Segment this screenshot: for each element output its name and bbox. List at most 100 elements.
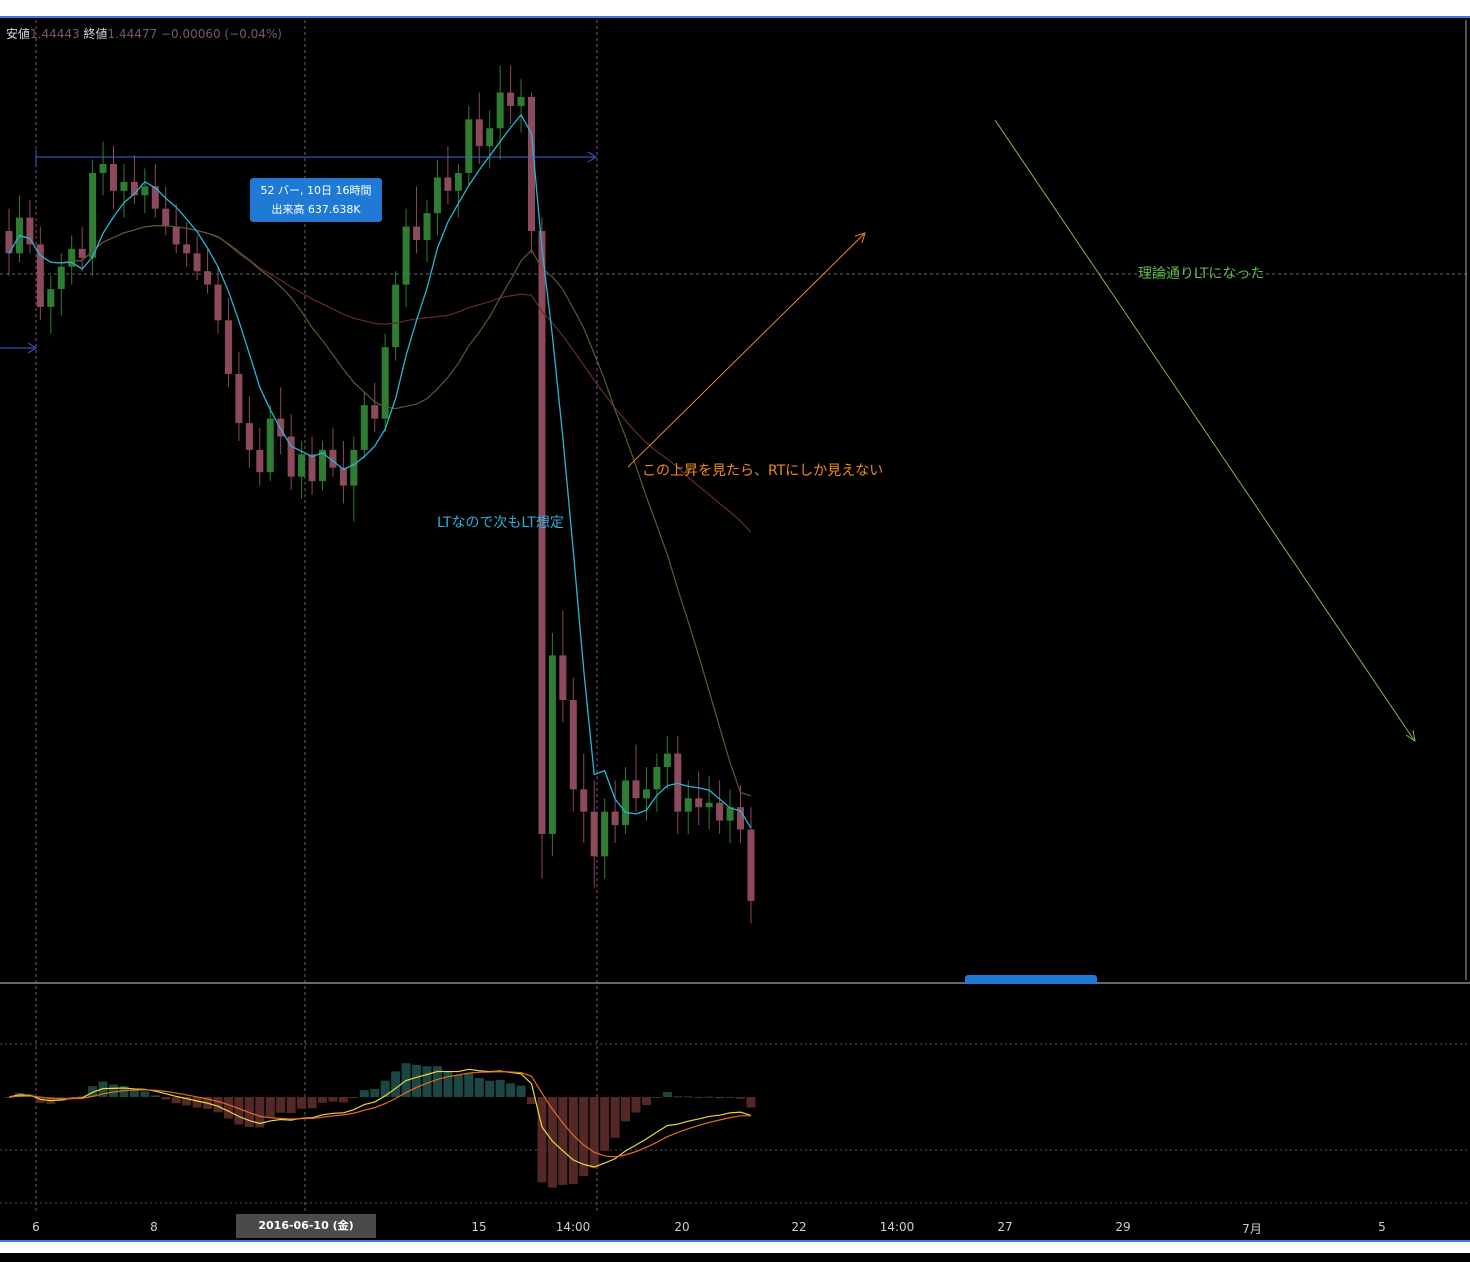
x-tick-label: 14:00 — [879, 1220, 915, 1234]
macd-histogram-bar — [631, 1097, 641, 1113]
ma-fast-line — [8, 113, 752, 829]
macd-histogram-bar — [359, 1090, 369, 1097]
change-value: −0.00060 (−0.04%) — [160, 27, 282, 41]
candle-body — [433, 177, 441, 214]
candle-body — [298, 454, 306, 477]
candle-body — [266, 418, 274, 473]
candle-body — [580, 789, 588, 812]
candle-body — [371, 405, 379, 419]
candle-body — [517, 97, 525, 106]
macd-histogram-bar — [328, 1097, 338, 1102]
macd-histogram-bar — [736, 1097, 745, 1099]
macd-histogram-bar — [527, 1097, 536, 1104]
low-label: 安値 — [6, 27, 31, 41]
candle-body — [162, 208, 170, 227]
candle-body — [68, 248, 76, 267]
price-chart[interactable] — [0, 18, 1470, 1240]
macd-histogram-bar — [140, 1091, 150, 1097]
candle-body — [89, 172, 97, 258]
macd-histogram-bar — [318, 1097, 327, 1103]
macd-histogram-bar — [589, 1097, 599, 1169]
candle-body — [120, 181, 128, 191]
macd-histogram-bar — [276, 1097, 286, 1113]
macd-histogram-bar — [171, 1097, 181, 1104]
candle-body — [642, 789, 650, 799]
macd-histogram-bar — [307, 1097, 317, 1109]
macd-histogram-bar — [98, 1081, 108, 1097]
macd-histogram-bar — [286, 1097, 296, 1114]
macd-histogram-bar — [35, 1097, 45, 1103]
candle-body — [695, 798, 703, 808]
macd-histogram-bar — [746, 1097, 756, 1108]
macd-histogram-bar — [568, 1097, 578, 1185]
candle-body — [392, 284, 400, 348]
candle-body — [507, 92, 515, 106]
candle-body — [444, 177, 452, 191]
candle-body — [110, 164, 117, 191]
macd-histogram-bar — [213, 1097, 223, 1113]
x-tick-label: 29 — [1115, 1220, 1131, 1234]
measure-tooltip: 52 バー, 10日 16時間 出来高 637.638K — [250, 178, 382, 222]
macd-histogram-bar — [67, 1097, 77, 1098]
candle-body — [47, 289, 55, 307]
macd-histogram-bar — [547, 1097, 557, 1188]
macd-histogram-bar — [683, 1096, 693, 1098]
top-toolbar — [0, 0, 1470, 18]
macd-histogram-bar — [265, 1097, 275, 1118]
candle-body — [287, 436, 295, 477]
measure-arrowhead — [587, 151, 597, 163]
macd-histogram-bar — [579, 1097, 589, 1177]
candle-body — [475, 119, 483, 147]
ma-mid-line — [8, 225, 752, 797]
candle-body — [674, 753, 682, 812]
macd-histogram-bar — [464, 1072, 474, 1097]
candle-body — [622, 780, 630, 826]
macd-histogram-bar — [370, 1088, 380, 1097]
candle-body — [538, 231, 546, 834]
macd-histogram-bar — [610, 1097, 620, 1138]
candle-body — [465, 119, 473, 173]
candle-body — [26, 217, 34, 245]
macd-histogram-bar — [600, 1097, 610, 1151]
measure-volume: 出来高 637.638K — [271, 203, 361, 216]
candle-body — [663, 753, 671, 767]
macd-histogram-bar — [88, 1086, 98, 1097]
macd-histogram-bar — [474, 1078, 484, 1097]
macd-histogram-bar — [725, 1096, 735, 1098]
candle-body — [256, 449, 264, 473]
macd-histogram-bar — [182, 1097, 192, 1106]
macd-histogram-bar — [673, 1096, 683, 1098]
candle-body — [130, 181, 138, 196]
macd-histogram-bar — [621, 1097, 631, 1122]
bottom-toolbar — [0, 1240, 1470, 1253]
low-value: 1.44443 — [30, 27, 80, 41]
lt-trend-arrow — [994, 119, 1415, 741]
x-tick-label: 22 — [791, 1220, 807, 1234]
candle-body — [454, 172, 462, 191]
candle-body — [245, 423, 253, 450]
candle-body — [224, 320, 232, 374]
macd-line — [8, 1068, 752, 1168]
candle-body — [737, 807, 744, 830]
candle-body — [590, 811, 598, 857]
candle-body — [204, 271, 212, 285]
x-tick-label: 27 — [997, 1220, 1013, 1234]
range-arrowhead — [27, 342, 37, 354]
macd-histogram-bar — [516, 1085, 526, 1097]
crosshair-date-label: 2016-06-10 (金) 10:00 — [236, 1214, 376, 1256]
candle-body — [413, 226, 421, 240]
macd-histogram-bar — [715, 1097, 725, 1099]
candle-body — [705, 802, 713, 808]
candle-body — [99, 164, 107, 173]
macd-histogram-bar — [297, 1097, 307, 1109]
candle-body — [611, 811, 619, 826]
candle-body — [486, 128, 494, 147]
candle-body — [496, 92, 504, 129]
candle-body — [214, 284, 222, 321]
candle-body — [402, 226, 410, 285]
candle-body — [684, 798, 692, 812]
x-tick-label: 7月 — [1242, 1222, 1262, 1236]
candle-body — [423, 213, 431, 240]
macd-histogram-bar — [119, 1086, 129, 1097]
macd-histogram-bar — [4, 1097, 14, 1098]
